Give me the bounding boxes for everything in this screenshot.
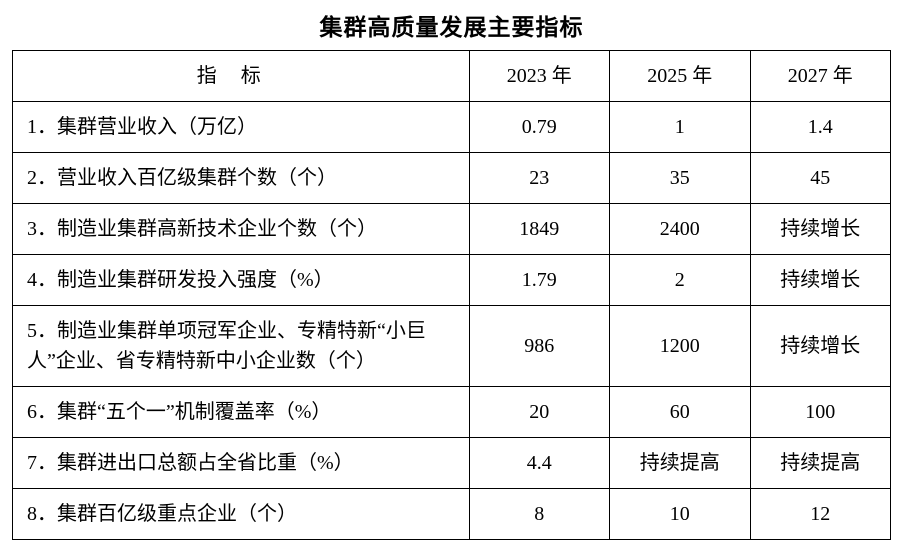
cell-value: 2400 — [610, 204, 750, 255]
table-row: 6．集群“五个一”机制覆盖率（%） 20 60 100 — [13, 387, 891, 438]
cell-value: 8 — [469, 489, 609, 540]
cell-indicator: 1．集群营业收入（万亿） — [13, 102, 470, 153]
cell-value: 持续提高 — [610, 438, 750, 489]
table-row: 7．集群进出口总额占全省比重（%） 4.4 持续提高 持续提高 — [13, 438, 891, 489]
header-year-2027: 2027 年 — [750, 51, 891, 102]
header-year-2025: 2025 年 — [610, 51, 750, 102]
cell-value: 1 — [610, 102, 750, 153]
header-year-2023: 2023 年 — [469, 51, 609, 102]
cell-value: 1200 — [610, 306, 750, 387]
cell-indicator: 2．营业收入百亿级集群个数（个） — [13, 153, 470, 204]
cell-value: 2 — [610, 255, 750, 306]
cell-value: 持续增长 — [750, 306, 891, 387]
cell-value: 23 — [469, 153, 609, 204]
cell-indicator: 3．制造业集群高新技术企业个数（个） — [13, 204, 470, 255]
cell-indicator: 5．制造业集群单项冠军企业、专精特新“小巨人”企业、省专精特新中小企业数（个） — [13, 306, 470, 387]
table-row: 2．营业收入百亿级集群个数（个） 23 35 45 — [13, 153, 891, 204]
indicators-table: 指标 2023 年 2025 年 2027 年 1．集群营业收入（万亿） 0.7… — [12, 50, 891, 540]
cell-value: 4.4 — [469, 438, 609, 489]
cell-value: 1849 — [469, 204, 609, 255]
cell-value: 12 — [750, 489, 891, 540]
header-indicator: 指标 — [13, 51, 470, 102]
cell-value: 100 — [750, 387, 891, 438]
cell-indicator: 7．集群进出口总额占全省比重（%） — [13, 438, 470, 489]
table-row: 5．制造业集群单项冠军企业、专精特新“小巨人”企业、省专精特新中小企业数（个） … — [13, 306, 891, 387]
cell-value: 45 — [750, 153, 891, 204]
cell-value: 持续提高 — [750, 438, 891, 489]
cell-value: 1.79 — [469, 255, 609, 306]
table-row: 4．制造业集群研发投入强度（%） 1.79 2 持续增长 — [13, 255, 891, 306]
cell-value: 1.4 — [750, 102, 891, 153]
table-title: 集群高质量发展主要指标 — [12, 8, 891, 42]
cell-value: 60 — [610, 387, 750, 438]
cell-indicator: 6．集群“五个一”机制覆盖率（%） — [13, 387, 470, 438]
cell-value: 持续增长 — [750, 255, 891, 306]
table-header-row: 指标 2023 年 2025 年 2027 年 — [13, 51, 891, 102]
cell-value: 35 — [610, 153, 750, 204]
cell-indicator: 4．制造业集群研发投入强度（%） — [13, 255, 470, 306]
cell-value: 10 — [610, 489, 750, 540]
cell-indicator: 8．集群百亿级重点企业（个） — [13, 489, 470, 540]
table-row: 1．集群营业收入（万亿） 0.79 1 1.4 — [13, 102, 891, 153]
cell-value: 986 — [469, 306, 609, 387]
cell-value: 20 — [469, 387, 609, 438]
table-row: 3．制造业集群高新技术企业个数（个） 1849 2400 持续增长 — [13, 204, 891, 255]
table-row: 8．集群百亿级重点企业（个） 8 10 12 — [13, 489, 891, 540]
cell-value: 持续增长 — [750, 204, 891, 255]
cell-value: 0.79 — [469, 102, 609, 153]
